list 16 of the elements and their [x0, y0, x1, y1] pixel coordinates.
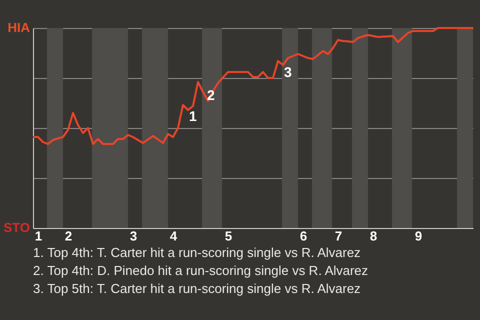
- x-tick-label: 6: [300, 228, 308, 244]
- x-tick-label: 3: [130, 228, 138, 244]
- text: HIA: [8, 20, 31, 35]
- annotation: 1: [189, 108, 197, 124]
- x-tick-label: 9: [414, 228, 422, 244]
- x-tick-label: 8: [370, 228, 378, 244]
- annotation: 3: [284, 64, 292, 80]
- x-tick-label: 7: [334, 228, 342, 244]
- text: STO: [4, 220, 30, 235]
- x-tick-label: 5: [224, 228, 232, 244]
- text: 3. Top 5th: T. Carter hit a run-scoring single vs R. Alvarez: [33, 281, 361, 296]
- text: 1. Top 4th: T. Carter hit a run-scoring single vs R. Alvarez: [33, 245, 361, 260]
- text: 2. Top 4th: D. Pinedo hit a run-scoring single vs R. Alvarez: [33, 263, 368, 278]
- x-tick-label: 4: [170, 228, 178, 244]
- x-tick-label: 1: [34, 228, 42, 244]
- x-tick-label: 2: [64, 228, 72, 244]
